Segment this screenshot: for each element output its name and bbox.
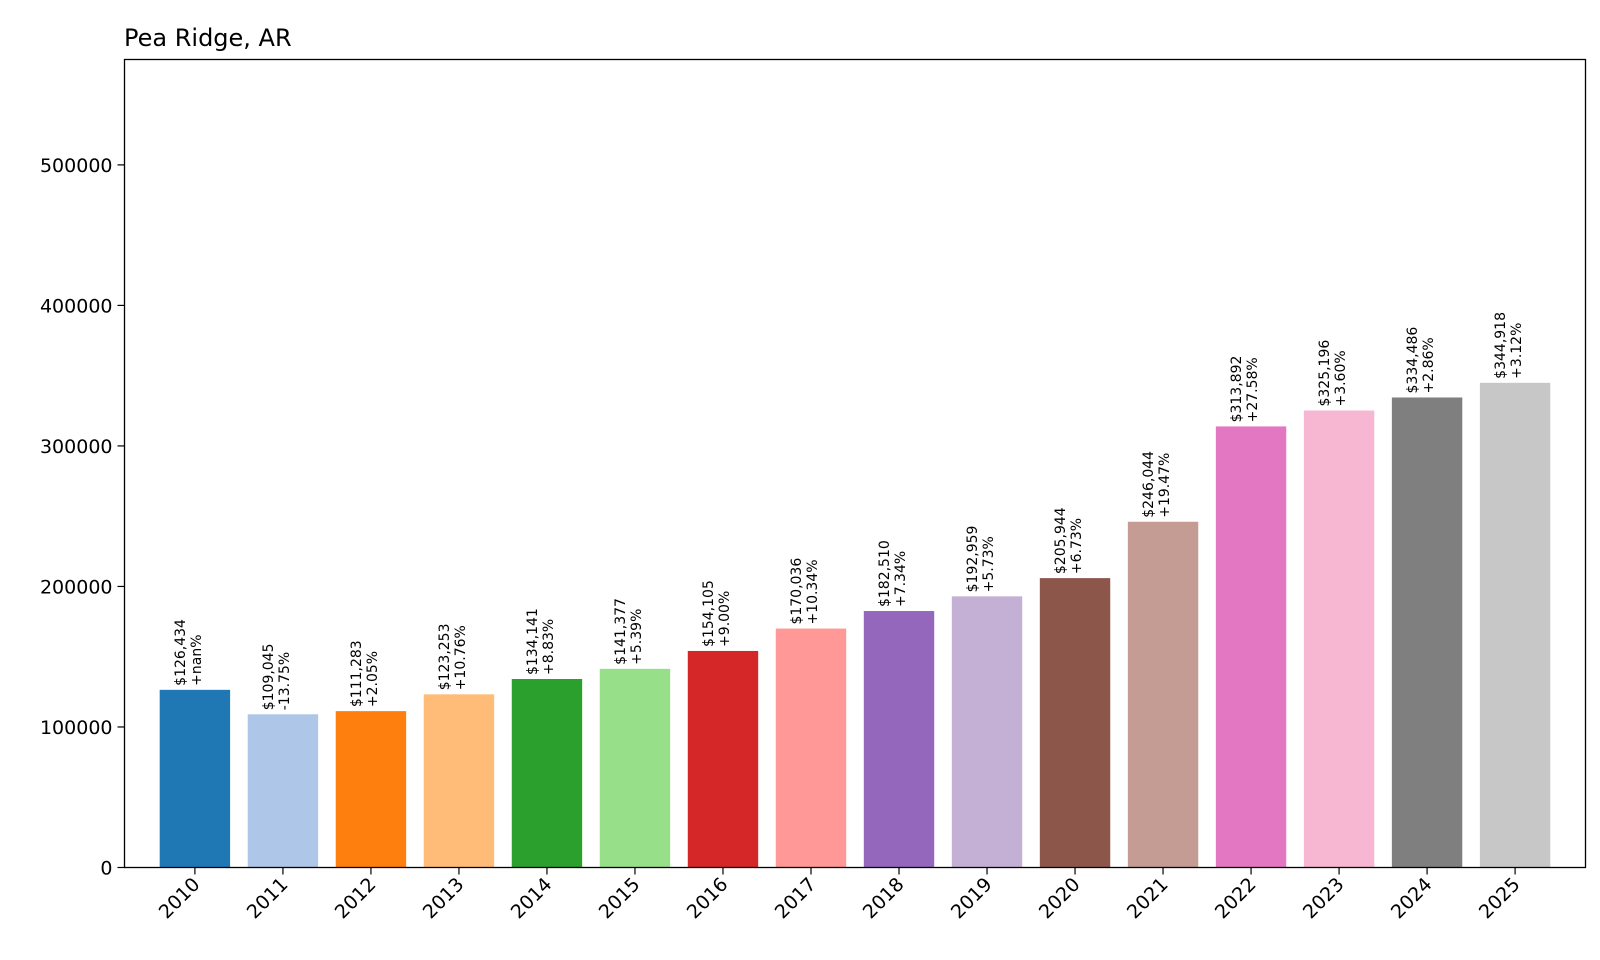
bar-2011 (247, 714, 319, 868)
x-tick-label-2012: 2012 (331, 873, 381, 923)
bar-change-label: +2.05% (365, 651, 381, 707)
x-tick-label-2023: 2023 (1299, 873, 1349, 923)
bar-value-label: $192,959 (965, 526, 981, 593)
x-tick-label-2024: 2024 (1387, 873, 1437, 923)
x-tick-label-2014: 2014 (507, 873, 557, 923)
plot-frame (123, 58, 1587, 869)
bar-label-2014: $134,141+8.83% (525, 608, 557, 675)
x-tick-label-2013: 2013 (419, 873, 469, 923)
bar-2013 (423, 694, 495, 868)
bar-value-label: $325,196 (1317, 340, 1333, 407)
bar-2014 (511, 679, 583, 868)
bar-2020 (1039, 578, 1111, 868)
bar-value-label: $334,486 (1405, 327, 1421, 394)
bar-change-label: +3.12% (1509, 323, 1525, 379)
bar-change-label: +5.39% (629, 609, 645, 665)
bar-value-label: $123,253 (437, 623, 453, 690)
x-tick-label-2018: 2018 (859, 873, 909, 923)
x-tick-label-2022: 2022 (1211, 873, 1261, 923)
bar-label-2013: $123,253+10.76% (437, 623, 469, 690)
bar-2019 (951, 596, 1023, 868)
x-tick-label-2016: 2016 (683, 873, 733, 923)
bar-label-2015: $141,377+5.39% (613, 598, 645, 665)
bar-change-label: -13.75% (277, 652, 293, 710)
bar-value-label: $344,918 (1493, 312, 1509, 379)
x-tick-label-2019: 2019 (947, 873, 997, 923)
bar-2025 (1479, 382, 1551, 868)
y-tick-label: 100000 (40, 717, 113, 739)
x-tick-label-2020: 2020 (1035, 873, 1085, 923)
bar-label-2022: $313,892+27.58% (1229, 356, 1261, 423)
bar-value-label: $109,045 (261, 643, 277, 710)
x-tick-label-2015: 2015 (595, 873, 645, 923)
bar-value-label: $182,510 (877, 540, 893, 607)
bar-value-label: $313,892 (1229, 356, 1245, 423)
bar-2022 (1215, 426, 1287, 868)
bar-2023 (1303, 410, 1375, 868)
bar-change-label: +5.73% (981, 536, 997, 592)
y-axis: 0 100000 200000 300000 400000 500000 (40, 155, 125, 880)
bar-value-label: $111,283 (349, 640, 365, 707)
y-tick-label: 500000 (40, 155, 113, 177)
bar-label-2016: $154,105+9.00% (701, 580, 733, 647)
bar-label-2025: $344,918+3.12% (1493, 312, 1525, 379)
bar-change-label: +7.34% (893, 551, 909, 607)
bar-label-2011: $109,045-13.75% (261, 643, 293, 710)
bar-label-2018: $182,510+7.34% (877, 540, 909, 607)
bar-change-label: +10.34% (805, 559, 821, 624)
bar-label-2024: $334,486+2.86% (1405, 327, 1437, 394)
bar-value-label: $126,434 (173, 619, 189, 686)
bar-2015 (599, 668, 671, 868)
x-tick-label-2011: 2011 (243, 873, 293, 923)
bar-value-label: $134,141 (525, 608, 541, 675)
bar-value-label: $170,036 (789, 558, 805, 625)
bar-value-label: $205,944 (1053, 507, 1069, 574)
bar-2016 (687, 650, 759, 868)
x-tick-label-2010: 2010 (155, 873, 205, 923)
bar-label-2017: $170,036+10.34% (789, 558, 821, 625)
bar-change-label: +3.60% (1333, 350, 1349, 406)
y-tick-label: 200000 (40, 576, 113, 598)
bar-2017 (775, 628, 847, 868)
bar-change-label: +nan% (189, 634, 205, 685)
bar-2012 (335, 711, 407, 868)
bar-change-label: +9.00% (717, 591, 733, 647)
bar-change-label: +10.76% (453, 625, 469, 690)
bar-change-label: +8.83% (541, 619, 557, 675)
bar-label-2023: $325,196+3.60% (1317, 340, 1349, 407)
bar-label-2010: $126,434+nan% (173, 619, 205, 686)
x-tick-label-2021: 2021 (1123, 873, 1173, 923)
x-tick-label-2025: 2025 (1475, 873, 1525, 923)
bar-label-2019: $192,959+5.73% (965, 526, 997, 593)
bar-2021 (1127, 521, 1199, 868)
chart-title: Pea Ridge, AR (124, 24, 292, 52)
bar-change-label: +19.47% (1157, 453, 1173, 518)
bar-2018 (863, 611, 935, 868)
bars-group (159, 382, 1551, 868)
bar-change-label: +27.58% (1245, 357, 1261, 422)
bar-labels-group: $126,434+nan% $109,045-13.75% $111,283+2.0… (173, 312, 1525, 710)
bar-2010 (159, 689, 231, 868)
bar-label-2012: $111,283+2.05% (349, 640, 381, 707)
x-axis: 2010 2011 2012 2013 2014 2015 2016 2017 2018 2019… (155, 867, 1525, 923)
bar-value-label: $246,044 (1141, 451, 1157, 518)
bar-label-2021: $246,044+19.47% (1141, 451, 1173, 518)
x-tick-label-2017: 2017 (771, 873, 821, 923)
y-tick-label: 300000 (40, 436, 113, 458)
bar-change-label: +6.73% (1069, 518, 1085, 574)
bar-2024 (1391, 397, 1463, 868)
y-tick-label: 0 (100, 858, 112, 880)
bar-value-label: $154,105 (701, 580, 717, 647)
y-tick-label: 400000 (40, 295, 113, 317)
bar-label-2020: $205,944+6.73% (1053, 507, 1085, 574)
bar-change-label: +2.86% (1421, 337, 1437, 393)
bar-value-label: $141,377 (613, 598, 629, 665)
